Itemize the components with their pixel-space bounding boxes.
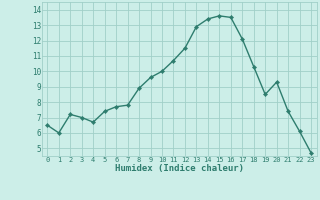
X-axis label: Humidex (Indice chaleur): Humidex (Indice chaleur) (115, 164, 244, 173)
